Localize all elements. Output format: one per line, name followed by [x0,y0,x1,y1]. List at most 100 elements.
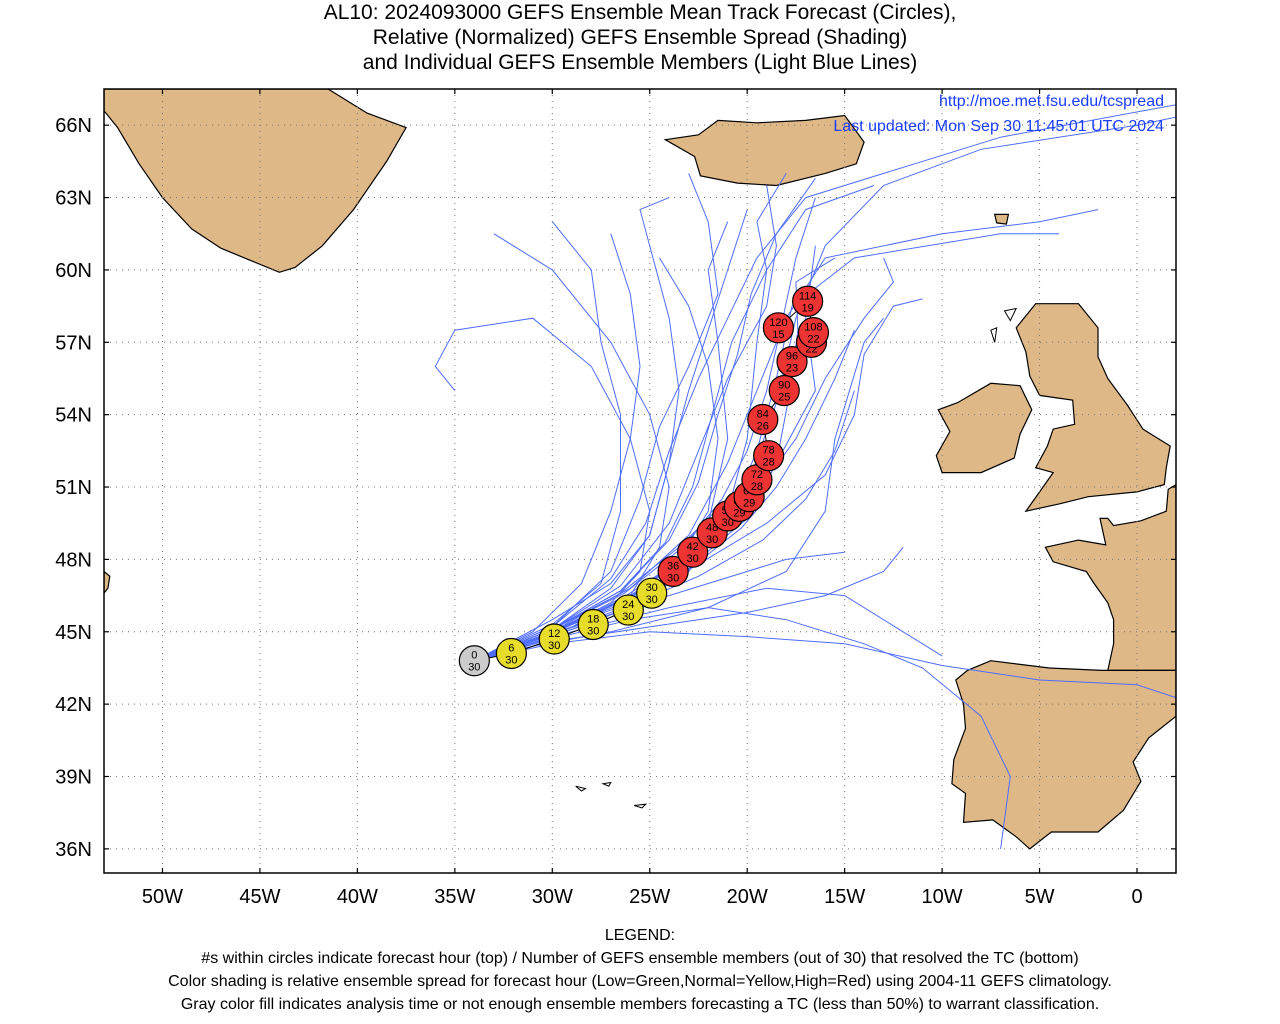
forecast-circle [577,608,609,641]
land-newfoundland-edge [104,570,111,595]
member-count-label: 29 [743,498,755,510]
lon-tick-label: 20W [727,886,768,908]
forecast-circle [797,317,830,349]
ensemble-member-track [474,631,1176,699]
lon-tick-label: 0 [1131,886,1142,908]
small-island [575,785,587,792]
lat-tick-label: 36N [55,839,92,861]
title-line-2: Relative (Normalized) GEFS Ensemble Spre… [372,26,908,49]
forecast-hour-label: 108 [804,322,822,334]
ensemble-member-track [474,221,621,662]
member-count-label: 28 [751,481,763,493]
forecast-hour-label: 84 [757,408,769,420]
member-count-label: 30 [622,611,634,623]
forecast-circle [753,440,785,472]
member-count-label: 30 [667,572,679,584]
forecast-circle [538,623,570,655]
forecast-hour-label: 120 [769,317,787,329]
forecast-hour-label: 72 [751,469,763,481]
member-count-label: 30 [587,626,599,638]
lon-tick-label: 50W [142,886,183,908]
legend-heading: LEGEND: [604,927,676,944]
member-count-label: 30 [548,640,560,652]
forecast-hour-label: 18 [587,614,599,626]
ensemble-member-track [474,185,777,662]
ensemble-member-track [474,390,855,662]
lon-tick-label: 25W [629,886,670,908]
member-count-label: 22 [807,334,819,346]
small-island [990,327,998,343]
forecast-circle [747,403,779,436]
member-count-label: 28 [763,457,775,469]
forecast-circle [657,555,689,588]
land-faroe [993,213,1010,225]
ensemble-member-track [474,257,894,662]
member-count-label: 30 [505,654,517,666]
lon-tick-label: 40W [337,886,378,908]
land-iberia [951,660,1176,850]
ensemble-member-track [474,257,719,662]
forecast-hour-label: 90 [778,380,790,392]
member-count-label: 30 [706,534,718,546]
forecast-hour-label: 0 [471,650,477,662]
ensemble-member-track [474,173,719,662]
title-line-3: and Individual GEFS Ensemble Members (Li… [362,51,918,74]
member-count-label: 30 [722,517,734,529]
lon-tick-label: 35W [434,886,475,908]
land-ireland [935,382,1033,474]
mean-track-layer: 0306301230183024303030363042304830543060… [458,285,830,677]
lon-tick-label: 45W [239,886,280,908]
lon-tick-label: 15W [824,886,865,908]
lon-tick-label: 10W [922,886,963,908]
ensemble-member-track [474,298,923,662]
forecast-circle [762,312,794,344]
land-mallorca [1184,755,1204,767]
forecast-hour-label: 42 [687,541,699,553]
member-count-label: 30 [646,594,658,606]
forecast-circle [458,645,490,677]
member-count-label: 19 [801,302,813,314]
member-count-label: 23 [786,363,798,375]
lat-tick-label: 54N [55,405,92,427]
forecast-hour-label: 24 [622,599,634,611]
member-count-label: 25 [778,392,790,404]
ensemble-member-track [474,104,1176,662]
legend-line-1: #s within circles indicate forecast hour… [201,950,1079,967]
lat-tick-label: 45N [55,622,92,644]
small-island [634,803,648,809]
credit-url[interactable]: http://moe.met.fsu.edu/tcspread [938,93,1164,110]
legend: LEGEND: #s within circles indicate forec… [0,924,1280,1016]
axis-labels: 66N 63N 60N 57N 54N 51N 48N 45N 42N 39N 36N 50W 45W 4… [55,89,1176,908]
mean-track-point: 030 [458,645,490,677]
small-island [1003,307,1018,322]
lat-tick-label: 48N [55,549,92,571]
forecast-hour-label: 96 [786,351,798,363]
forecast-circle [636,577,668,609]
legend-line-2: Color shading is relative ensemble sprea… [168,973,1112,990]
forecast-circle [677,536,709,568]
title-line-1: AL10: 2024093000 GEFS Ensemble Mean Trac… [323,1,957,24]
lat-tick-label: 57N [55,332,92,354]
chart-title: AL10: 2024093000 GEFS Ensemble Mean Trac… [0,0,1280,75]
track-map: 0306301230183024303030363042304830543060… [55,88,1204,908]
land-iceland [663,114,865,187]
land-greenland [104,89,407,273]
forecast-circle [776,345,808,378]
forecast-hour-label: 30 [646,582,658,594]
member-count-label: 15 [772,329,784,341]
member-count-label: 30 [687,553,699,565]
lat-tick-label: 66N [55,115,92,137]
member-count-label: 30 [468,662,480,674]
ensemble-member-track [474,233,641,662]
